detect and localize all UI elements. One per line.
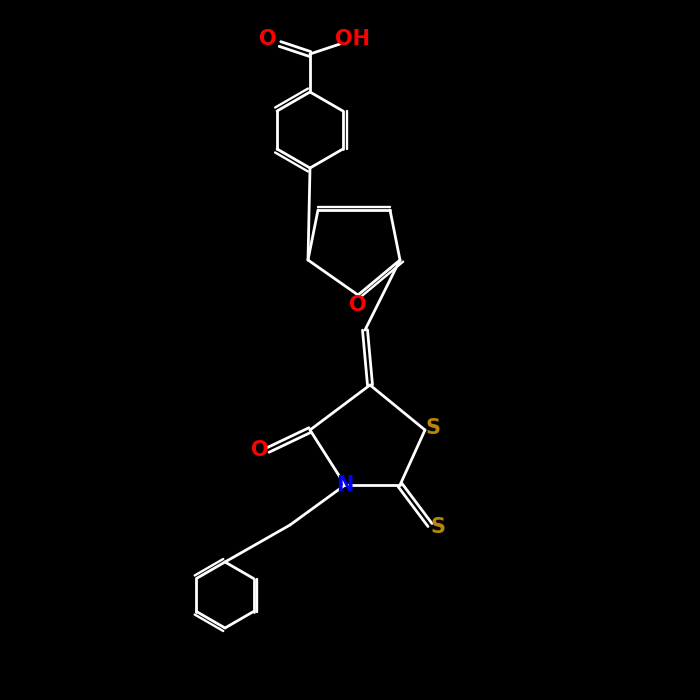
Text: S: S — [430, 517, 445, 537]
Text: O: O — [259, 29, 276, 49]
Text: N: N — [336, 475, 354, 495]
Text: S: S — [426, 418, 440, 438]
Text: O: O — [349, 295, 367, 315]
Text: OH: OH — [335, 29, 370, 49]
Text: O: O — [251, 440, 269, 460]
